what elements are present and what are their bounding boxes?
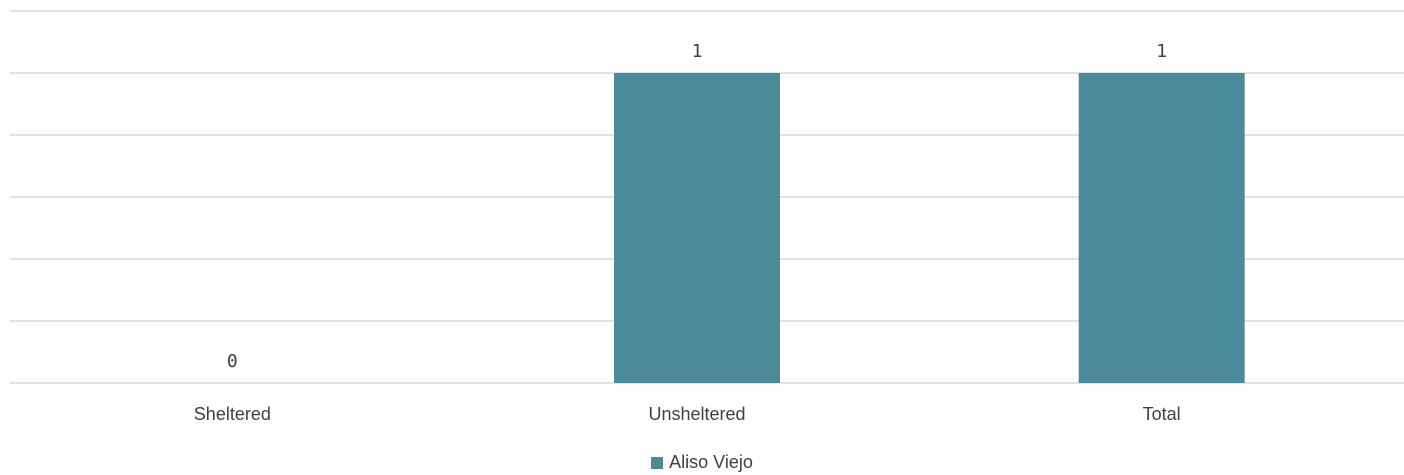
x-tick-label-unsheltered: Unsheltered — [648, 404, 745, 424]
data-label-sheltered: 0 — [227, 351, 238, 372]
data-labels: 0 1 1 — [227, 41, 1167, 372]
legend: Aliso Viejo — [0, 452, 1404, 473]
x-tick-labels: Sheltered Unsheltered Total — [194, 404, 1181, 424]
bar-total — [1078, 73, 1245, 383]
legend-swatch — [651, 456, 664, 469]
legend-label: Aliso Viejo — [669, 452, 753, 472]
x-tick-label-total: Total — [1143, 404, 1181, 424]
bar-unsheltered — [614, 73, 780, 383]
x-tick-label-sheltered: Sheltered — [194, 404, 271, 424]
bar-chart: 0 1 1 Sheltered Unsheltered Total — [10, 10, 1404, 424]
data-label-total: 1 — [1156, 41, 1167, 62]
bars — [614, 73, 1245, 383]
data-label-unsheltered: 1 — [692, 41, 703, 62]
